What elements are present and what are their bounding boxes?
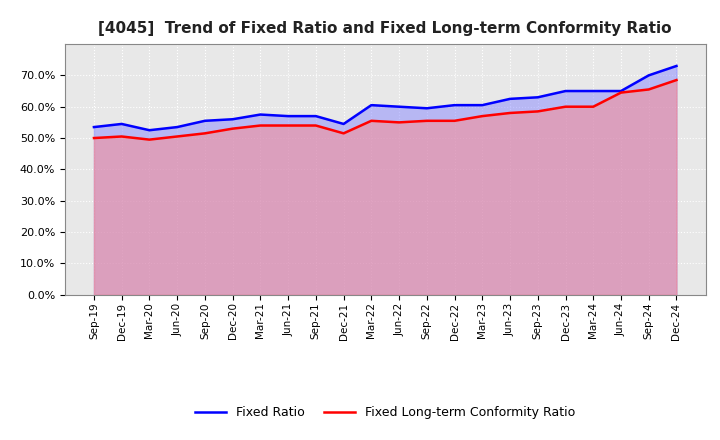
Fixed Ratio: [534, 95, 542, 100]
Fixed Ratio: [395, 104, 403, 109]
Fixed Long-term Conformity Ratio: [339, 131, 348, 136]
Fixed Long-term Conformity Ratio: [228, 126, 237, 131]
Fixed Long-term Conformity Ratio: [589, 104, 598, 109]
Fixed Long-term Conformity Ratio: [534, 109, 542, 114]
Fixed Ratio: [256, 112, 265, 117]
Fixed Long-term Conformity Ratio: [312, 123, 320, 128]
Fixed Long-term Conformity Ratio: [450, 118, 459, 124]
Line: Fixed Ratio: Fixed Ratio: [94, 66, 677, 130]
Fixed Ratio: [145, 128, 154, 133]
Line: Fixed Long-term Conformity Ratio: Fixed Long-term Conformity Ratio: [94, 80, 677, 139]
Fixed Ratio: [644, 73, 653, 78]
Fixed Ratio: [117, 121, 126, 127]
Fixed Ratio: [339, 121, 348, 127]
Fixed Long-term Conformity Ratio: [395, 120, 403, 125]
Fixed Ratio: [423, 106, 431, 111]
Fixed Ratio: [616, 88, 625, 94]
Fixed Ratio: [450, 103, 459, 108]
Fixed Long-term Conformity Ratio: [644, 87, 653, 92]
Fixed Ratio: [284, 114, 292, 119]
Fixed Long-term Conformity Ratio: [616, 90, 625, 95]
Fixed Ratio: [478, 103, 487, 108]
Fixed Long-term Conformity Ratio: [284, 123, 292, 128]
Fixed Ratio: [89, 125, 98, 130]
Fixed Ratio: [589, 88, 598, 94]
Fixed Long-term Conformity Ratio: [145, 137, 154, 142]
Fixed Long-term Conformity Ratio: [478, 114, 487, 119]
Fixed Ratio: [312, 114, 320, 119]
Fixed Ratio: [367, 103, 376, 108]
Fixed Long-term Conformity Ratio: [201, 131, 210, 136]
Fixed Ratio: [201, 118, 210, 124]
Fixed Long-term Conformity Ratio: [173, 134, 181, 139]
Fixed Long-term Conformity Ratio: [505, 110, 514, 116]
Fixed Long-term Conformity Ratio: [367, 118, 376, 124]
Fixed Long-term Conformity Ratio: [561, 104, 570, 109]
Fixed Ratio: [173, 125, 181, 130]
Fixed Long-term Conformity Ratio: [423, 118, 431, 124]
Fixed Ratio: [228, 117, 237, 122]
Fixed Long-term Conformity Ratio: [256, 123, 265, 128]
Fixed Long-term Conformity Ratio: [117, 134, 126, 139]
Fixed Ratio: [672, 63, 681, 69]
Legend: Fixed Ratio, Fixed Long-term Conformity Ratio: Fixed Ratio, Fixed Long-term Conformity …: [195, 406, 575, 419]
Fixed Ratio: [561, 88, 570, 94]
Fixed Long-term Conformity Ratio: [89, 136, 98, 141]
Fixed Long-term Conformity Ratio: [672, 77, 681, 83]
Title: [4045]  Trend of Fixed Ratio and Fixed Long-term Conformity Ratio: [4045] Trend of Fixed Ratio and Fixed Lo…: [99, 21, 672, 36]
Fixed Ratio: [505, 96, 514, 102]
